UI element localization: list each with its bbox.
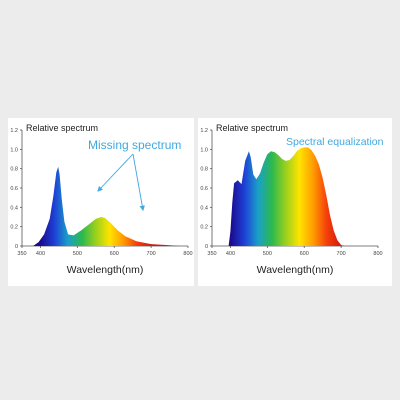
right-spectrum-chart: 0 0.2 0.4 0.6 0.8 1.0 1.2 350 400 500 600 700 800 Rel… xyxy=(200,123,384,276)
x-tick-label: 400 xyxy=(226,251,235,257)
y-tick-label: 0.4 xyxy=(10,205,18,211)
annotation-arrow xyxy=(132,153,145,212)
y-tick-label: 0.2 xyxy=(10,225,18,231)
y-tick-label: 0.8 xyxy=(200,167,208,173)
y-tick-label: 0.6 xyxy=(10,186,18,192)
x-tick-label: 700 xyxy=(147,251,156,257)
chart-title: Relative spectrum xyxy=(26,123,98,133)
annotation-label: Missing spectrum xyxy=(88,138,181,152)
left-chart-panel: 0 0.2 0.4 0.6 0.8 1.0 1.2 350 400 500 600 700 800 Rel… xyxy=(8,118,194,286)
y-tick-label: 0 xyxy=(205,244,208,250)
annotation-arrow xyxy=(97,153,134,192)
x-tick-label: 600 xyxy=(300,251,309,257)
y-tick-label: 0 xyxy=(15,244,18,250)
y-tick-label: 1.2 xyxy=(200,128,208,134)
x-tick-label: 350 xyxy=(207,251,216,257)
spectrum-area xyxy=(228,147,345,246)
left-spectrum-chart: 0 0.2 0.4 0.6 0.8 1.0 1.2 350 400 500 600 700 800 Rel… xyxy=(10,123,192,276)
y-tick-label: 1.0 xyxy=(10,147,18,153)
x-tick-label: 700 xyxy=(337,251,346,257)
chart-title: Relative spectrum xyxy=(216,123,288,133)
y-tick-label: 1.2 xyxy=(10,128,18,134)
x-tick-label: 500 xyxy=(263,251,272,257)
x-tick-label: 500 xyxy=(73,251,82,257)
x-tick-label: 350 xyxy=(17,251,26,257)
y-tick-label: 0.8 xyxy=(10,167,18,173)
y-tick-label: 0.6 xyxy=(200,186,208,192)
annotation-label: Spectral equalization xyxy=(286,136,384,148)
x-tick-label: 400 xyxy=(36,251,45,257)
x-tick-label: 800 xyxy=(183,251,192,257)
x-tick-label: 800 xyxy=(373,251,382,257)
spectrum-area xyxy=(33,166,181,246)
x-axis-label: Wavelength(nm) xyxy=(67,264,144,276)
y-tick-label: 0.2 xyxy=(200,225,208,231)
x-axis-label: Wavelength(nm) xyxy=(257,264,334,276)
right-chart-panel: 0 0.2 0.4 0.6 0.8 1.0 1.2 350 400 500 600 700 800 Rel… xyxy=(198,118,392,286)
y-tick-label: 1.0 xyxy=(200,147,208,153)
y-tick-label: 0.4 xyxy=(200,205,208,211)
x-tick-label: 600 xyxy=(110,251,119,257)
